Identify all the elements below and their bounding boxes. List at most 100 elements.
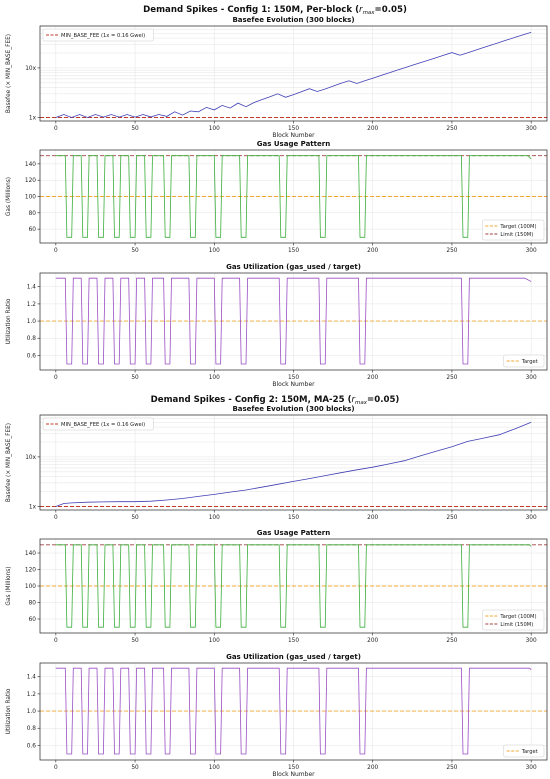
series-line: [55, 155, 532, 238]
x-tick-label: 100: [209, 126, 220, 132]
suptitle-sub: max: [363, 10, 376, 16]
x-tick-label: 100: [209, 765, 220, 771]
y-tick-label: 1.0: [27, 709, 37, 715]
y-tick-label: 1x: [29, 504, 37, 510]
x-tick-label: 50: [131, 765, 139, 771]
x-tick-label: 300: [526, 126, 537, 132]
y-tick-label: 10x: [25, 455, 36, 461]
x-tick-label: 100: [209, 638, 220, 644]
legend-box: [482, 219, 545, 241]
legend-label: Target (100M): [499, 224, 536, 230]
y-tick-label: 100: [25, 195, 36, 201]
x-tick-label: 50: [131, 126, 139, 132]
x-axis-label: Block Number: [272, 132, 315, 139]
legend-box: [503, 744, 545, 758]
x-tick-label: 200: [367, 638, 378, 644]
legend: Target (100M) Limit (150M): [482, 609, 545, 631]
x-tick-label: 150: [288, 765, 299, 771]
chart-5: Gas Usage Pattern 0 50 100 150 200 250 300 60 80 1…: [6, 529, 548, 644]
x-tick-label: 300: [526, 375, 537, 381]
series-line: [55, 667, 532, 755]
x-tick-label: 50: [131, 515, 139, 521]
x-tick-label: 250: [446, 248, 457, 254]
y-tick-label: 10x: [25, 66, 36, 72]
x-tick-label: 0: [54, 126, 58, 132]
suptitle-var: r: [352, 395, 356, 405]
suptitle-sub: max: [355, 400, 368, 406]
y-tick-label: 80: [29, 600, 37, 606]
x-tick-label: 300: [526, 248, 537, 254]
x-tick-label: 300: [526, 515, 537, 521]
x-tick-label: 300: [526, 765, 537, 771]
y-tick-label: 0.8: [27, 336, 37, 342]
y-axis-label: Gas (Millions): [6, 566, 12, 605]
series-line: [55, 32, 532, 118]
legend-label: Limit (150M): [500, 622, 533, 628]
y-tick-label: 140: [25, 551, 36, 557]
y-axis-label: Utilization Ratio: [6, 688, 12, 734]
x-axis-label: Block Number: [272, 381, 315, 388]
legend-box: [42, 417, 154, 431]
x-tick-label: 250: [446, 126, 457, 132]
x-tick-label: 300: [526, 638, 537, 644]
legend-box: [42, 28, 154, 42]
x-tick-label: 200: [367, 248, 378, 254]
y-axis-label: Basefee (× MIN_BASE_FEE): [6, 423, 12, 502]
legend: Target (100M) Limit (150M): [482, 219, 545, 241]
y-tick-label: 140: [25, 162, 36, 168]
legend-label: Limit (150M): [500, 232, 533, 238]
legend-label: Target: [521, 359, 538, 365]
x-tick-label: 150: [288, 638, 299, 644]
y-axis-label: Utilization Ratio: [6, 298, 12, 344]
x-tick-label: 0: [54, 638, 58, 644]
y-tick-label: 100: [25, 584, 36, 590]
y-axis-label: Gas (Millions): [6, 177, 12, 216]
y-tick-label: 1.2: [27, 692, 37, 698]
x-tick-label: 100: [209, 248, 220, 254]
x-tick-label: 0: [54, 765, 58, 771]
suptitle-suffix: =0.05): [375, 5, 407, 15]
chart-4: Basefee Evolution (300 blocks) 0 50 100 150 2…: [6, 405, 548, 521]
x-tick-label: 150: [288, 375, 299, 381]
figure-suptitle: Demand Spikes - Config 2: 150M, MA-25 (r…: [151, 395, 400, 406]
x-tick-label: 100: [209, 515, 220, 521]
x-axis-label: Block Number: [272, 771, 315, 778]
x-tick-label: 50: [131, 248, 139, 254]
y-tick-label: 1.4: [27, 675, 37, 681]
legend-label: Target: [521, 749, 538, 755]
legend: MIN_BASE_FEE (1x = 0.16 Gwei): [42, 417, 154, 431]
grid: [40, 663, 547, 760]
y-tick-label: 120: [25, 568, 36, 574]
x-tick-label: 150: [288, 248, 299, 254]
x-tick-label: 50: [131, 375, 139, 381]
x-tick-label: 100: [209, 375, 220, 381]
chart-title: Basefee Evolution (300 blocks): [232, 405, 354, 413]
legend: Target: [503, 354, 545, 368]
figure-suptitle: Demand Spikes - Config 1: 150M, Per-bloc…: [143, 5, 407, 16]
suptitle-suffix: =0.05): [367, 395, 399, 405]
y-tick-label: 80: [29, 211, 37, 217]
x-tick-label: 200: [367, 515, 378, 521]
y-axis-label: Basefee (× MIN_BASE_FEE): [6, 34, 12, 113]
legend: Target: [503, 744, 545, 758]
x-tick-label: 200: [367, 375, 378, 381]
legend-label: MIN_BASE_FEE (1x = 0.16 Gwei): [61, 422, 145, 428]
x-tick-label: 0: [54, 375, 58, 381]
y-tick-label: 1.2: [27, 302, 37, 308]
series-line: [55, 277, 532, 365]
y-tick-label: 1.4: [27, 285, 37, 291]
suptitle-prefix: Demand Spikes - Config 1: 150M, Per-bloc…: [143, 5, 359, 15]
chart-6: Gas Utilization (gas_used / target) 0 50 10…: [6, 653, 548, 778]
x-tick-label: 250: [446, 375, 457, 381]
series-line: [55, 421, 532, 507]
x-tick-label: 50: [131, 638, 139, 644]
legend-label: MIN_BASE_FEE (1x = 0.16 Gwei): [61, 33, 145, 39]
legend-box: [482, 609, 545, 631]
y-tick-label: 0.6: [27, 353, 37, 359]
chart-2: Gas Usage Pattern 0 50 100 150 200 250 300 60 80 1…: [6, 140, 548, 254]
x-tick-label: 0: [54, 515, 58, 521]
y-tick-label: 1.0: [27, 319, 37, 325]
y-tick-label: 0.8: [27, 726, 37, 732]
legend-box: [503, 354, 545, 368]
